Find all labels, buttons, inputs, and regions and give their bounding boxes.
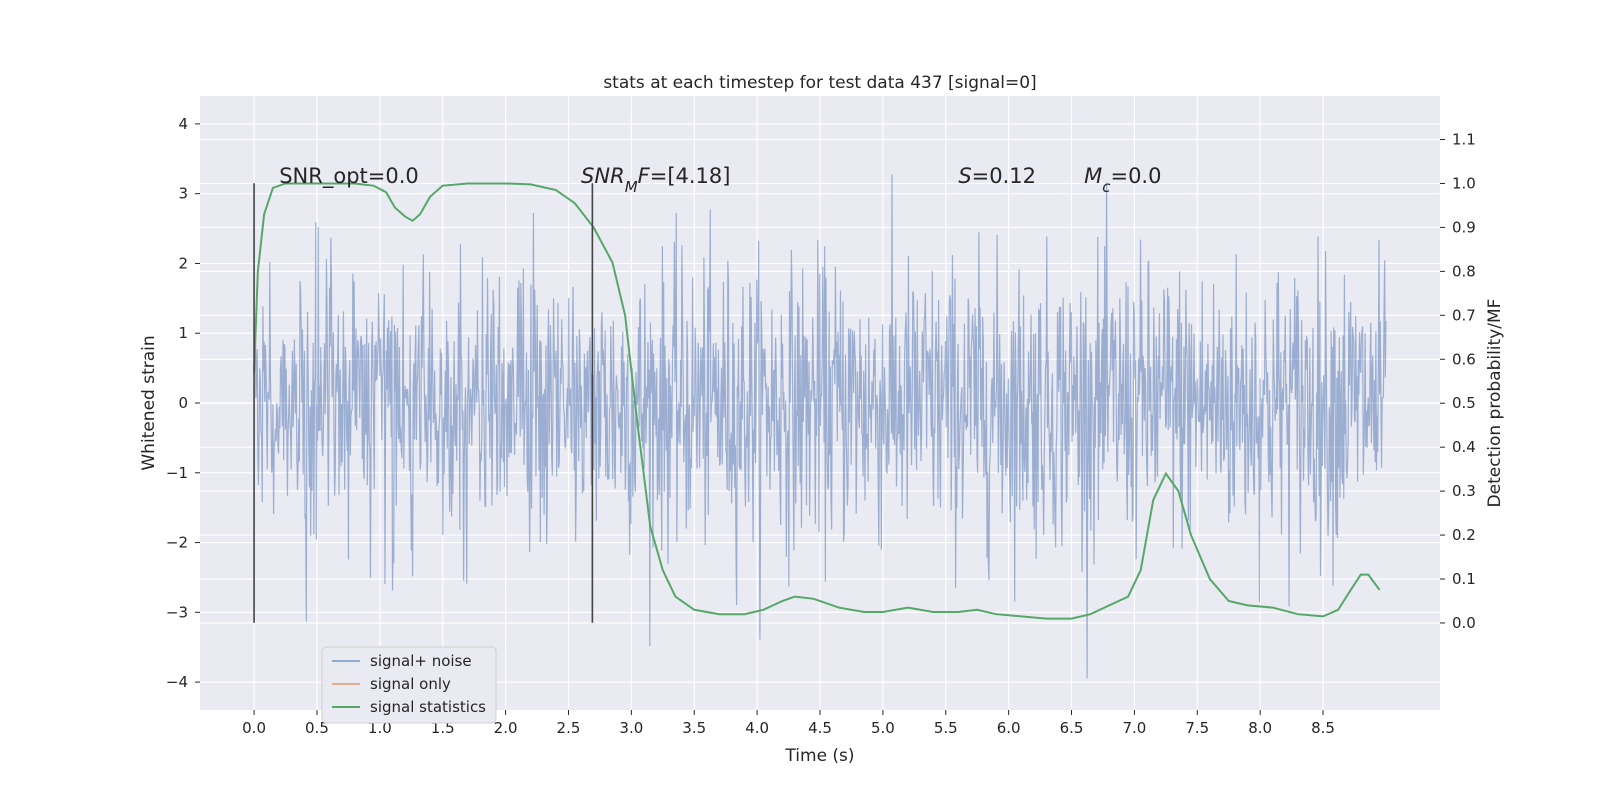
chart-title: stats at each timestep for test data 437… <box>603 73 1036 93</box>
y2-tick-label: 0.9 <box>1452 218 1476 236</box>
x-tick-label: 6.5 <box>1060 719 1084 737</box>
y2-tick-label: 0.7 <box>1452 306 1476 324</box>
x-tick-label: 8.5 <box>1311 719 1335 737</box>
y-tick-label: 2 <box>178 254 188 272</box>
annotation: Mc=0.0 <box>1084 164 1161 196</box>
x-tick-label: 2.5 <box>557 719 581 737</box>
y2-tick-label: 0.1 <box>1452 570 1476 588</box>
y-tick-label: 3 <box>178 185 188 203</box>
x-tick-label: 0.0 <box>242 719 266 737</box>
legend-label-signal-statistics: signal statistics <box>370 698 486 716</box>
series-signal-noise <box>253 174 1387 679</box>
y2-tick-label: 0.0 <box>1452 614 1476 632</box>
y-tick-label: −1 <box>166 464 188 482</box>
y2-tick-label: 0.4 <box>1452 438 1476 456</box>
y-tick-label: 4 <box>178 115 188 133</box>
legend-frame <box>321 646 497 724</box>
y2-axis-label: Detection probability/MF <box>1485 299 1505 508</box>
x-tick-label: 5.0 <box>871 719 895 737</box>
x-tick-label: 0.5 <box>305 719 329 737</box>
x-tick-label: 8.0 <box>1248 719 1272 737</box>
x-tick-label: 3.0 <box>619 719 643 737</box>
annotations: SNR_opt=0.0 SNRMF=[4.18] S=0.12 Mc=0.0 <box>279 164 1161 196</box>
series-layer <box>253 174 1387 679</box>
x-tick-label: 7.0 <box>1122 719 1146 737</box>
x-tick-label: 2.0 <box>494 719 518 737</box>
x-tick-label: 7.5 <box>1185 719 1209 737</box>
x-tick-label: 5.5 <box>934 719 958 737</box>
vertical-lines <box>253 183 594 623</box>
legend-label-signal-noise: signal+ noise <box>370 652 472 670</box>
y-tick-label: 0 <box>178 394 188 412</box>
annotation: S=0.12 <box>958 164 1036 188</box>
x-tick-label: 4.5 <box>808 719 832 737</box>
y2-tick-label: 0.2 <box>1452 526 1476 544</box>
annotation: SNR_opt=0.0 <box>279 164 419 189</box>
x-tick-label: 6.0 <box>997 719 1021 737</box>
x-tick-label: 3.5 <box>682 719 706 737</box>
y-tick-label: −2 <box>166 534 188 552</box>
legend: signal+ noise signal only signal statist… <box>321 646 497 724</box>
y-tick-labels: 4 3 2 1 0 −1 −2 −3 −4 <box>166 115 200 691</box>
y2-tick-label: 1.1 <box>1452 131 1476 149</box>
y2-tick-label: 0.3 <box>1452 482 1476 500</box>
series-signal-statistics <box>253 182 1381 620</box>
y2-tick-label: 0.6 <box>1452 350 1476 368</box>
legend-label-signal-only: signal only <box>370 675 451 693</box>
x-axis-label: Time (s) <box>784 746 854 766</box>
y2-tick-label: 1.0 <box>1452 174 1476 192</box>
y-axis-label: Whitened strain <box>139 335 159 470</box>
x-tick-labels: 0.0 0.5 1.0 1.5 2.0 2.5 3.0 3.5 4.0 4.5 5.0 5.5 6.0 6… <box>242 710 1335 737</box>
y-tick-label: 1 <box>178 324 188 342</box>
y-tick-label: −4 <box>166 673 188 691</box>
y2-tick-label: 0.5 <box>1452 394 1476 412</box>
y2-tick-label: 0.8 <box>1452 262 1476 280</box>
annotation: SNRMF=[4.18] <box>581 164 730 196</box>
y-tick-label: −3 <box>166 603 188 621</box>
y2-tick-labels: 1.1 1.0 0.9 0.8 0.7 0.6 0.5 0.4 0.3 0.2 0.1 0.0 <box>1440 131 1476 632</box>
x-tick-label: 4.0 <box>745 719 769 737</box>
